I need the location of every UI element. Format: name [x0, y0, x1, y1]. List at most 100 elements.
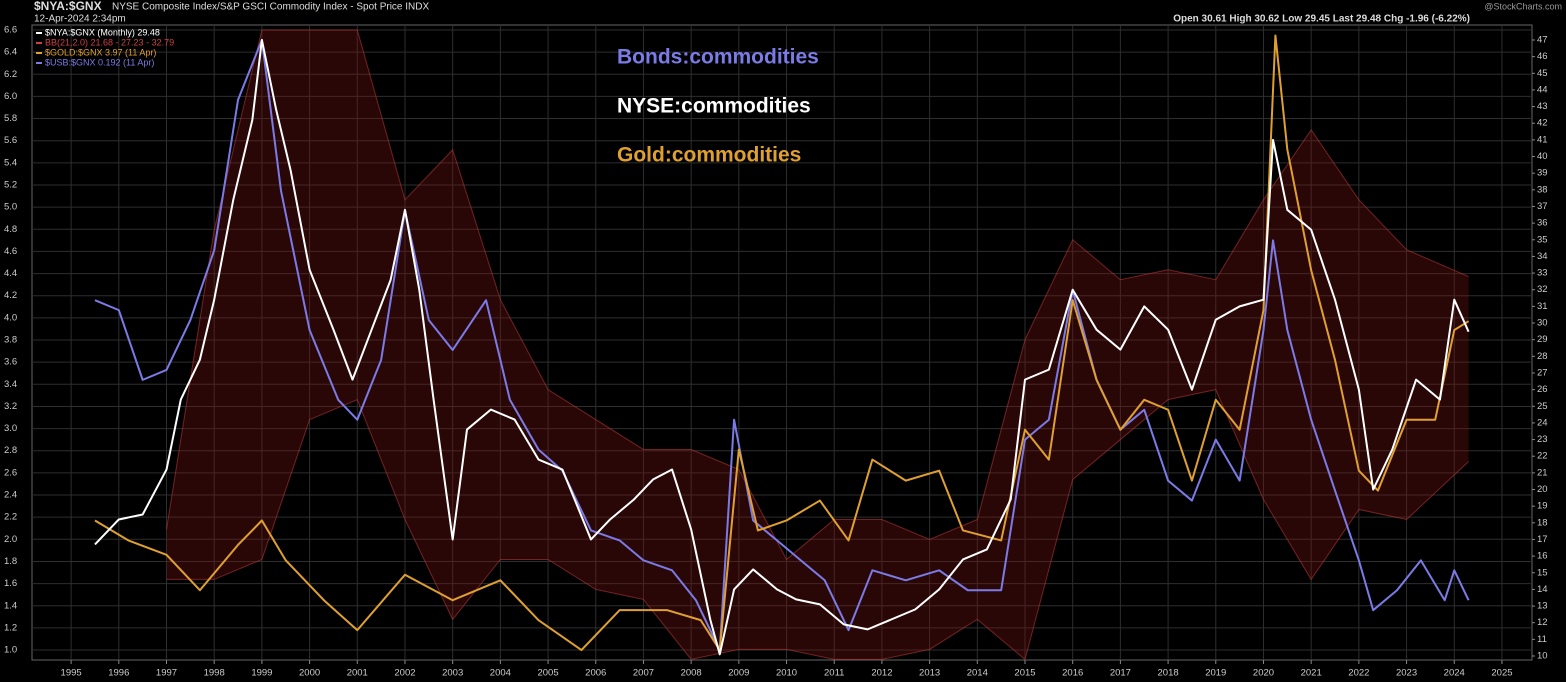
y2-tick-label: 23	[1537, 434, 1548, 445]
x-tick-label: 2008	[681, 668, 702, 679]
y2-tick-label: 21	[1537, 467, 1548, 478]
y-tick-label: 5.4	[4, 157, 17, 168]
legend-label: $NYA:$GNX (Monthly) 29.48	[45, 27, 160, 37]
y-tick-label: 3.2	[4, 401, 17, 412]
y2-tick-label: 22	[1537, 451, 1548, 462]
chart-date: 12-Apr-2024 2:34pm	[34, 14, 126, 25]
legend-label: BB(21,2.0) 21.68 - 27.23 - 32.79	[45, 37, 174, 47]
legend-label: $USB:$GNX 0.192 (11 Apr)	[45, 57, 154, 67]
y2-tick-label: 30	[1537, 318, 1548, 329]
y-tick-label: 2.0	[4, 534, 17, 545]
y-tick-label: 6.6	[4, 24, 17, 35]
y-tick-label: 3.8	[4, 335, 17, 346]
y2-tick-label: 16	[1537, 551, 1548, 562]
y2-tick-label: 42	[1537, 118, 1548, 129]
x-tick-label: 2021	[1301, 668, 1322, 679]
y2-tick-label: 20	[1537, 484, 1548, 495]
y2-tick-label: 45	[1537, 68, 1548, 79]
annotation: Bonds:commodities	[617, 46, 819, 69]
y2-tick-label: 37	[1537, 201, 1548, 212]
y2-tick-label: 34	[1537, 251, 1548, 262]
x-tick-label: 2002	[394, 668, 415, 679]
y2-tick-label: 33	[1537, 268, 1548, 279]
x-tick-label: 2023	[1396, 668, 1417, 679]
x-tick-label: 2000	[299, 668, 320, 679]
x-tick-label: 1997	[156, 668, 177, 679]
x-tick-label: 2009	[728, 668, 749, 679]
y2-tick-label: 38	[1537, 184, 1548, 195]
y2-tick-label: 41	[1537, 134, 1548, 145]
x-tick-label: 2019	[1205, 668, 1226, 679]
y2-tick-label: 19	[1537, 501, 1548, 512]
x-tick-label: 2007	[633, 668, 654, 679]
y2-tick-label: 35	[1537, 234, 1548, 245]
y2-tick-label: 25	[1537, 401, 1548, 412]
y-tick-label: 4.2	[4, 290, 17, 301]
x-tick-label: 2025	[1491, 668, 1512, 679]
y-tick-label: 6.4	[4, 47, 17, 58]
x-tick-label: 2013	[919, 668, 940, 679]
y2-tick-label: 47	[1537, 34, 1548, 45]
y2-tick-label: 18	[1537, 517, 1548, 528]
y-tick-label: 5.8	[4, 113, 17, 124]
series-line	[94, 34, 1470, 652]
legend-label: $GOLD:$GNX 3.97 (11 Apr)	[45, 47, 156, 57]
y-tick-label: 6.0	[4, 91, 17, 102]
y-tick-label: 1.6	[4, 578, 17, 589]
y-tick-label: 2.8	[4, 445, 17, 456]
y-tick-label: 4.8	[4, 224, 17, 235]
y2-tick-label: 31	[1537, 301, 1548, 312]
x-tick-label: 2001	[347, 668, 368, 679]
band-upper	[166, 29, 1469, 561]
y2-tick-label: 15	[1537, 567, 1548, 578]
y-tick-label: 1.2	[4, 622, 17, 633]
y2-tick-label: 14	[1537, 584, 1548, 595]
y-tick-label: 3.6	[4, 357, 17, 368]
series-line	[94, 38, 1470, 652]
x-tick-label: 2005	[537, 668, 558, 679]
annotation: NYSE:commodities	[617, 95, 811, 118]
chart-title: $NYA:$GNX	[34, 0, 102, 13]
y2-tick-label: 40	[1537, 151, 1548, 162]
y-tick-label: 5.6	[4, 135, 17, 146]
x-tick-label: 2004	[490, 668, 511, 679]
x-tick-label: 2012	[871, 668, 892, 679]
x-tick-label: 1998	[204, 668, 225, 679]
y-tick-label: 2.4	[4, 490, 17, 501]
y2-tick-label: 46	[1537, 51, 1548, 62]
y-tick-label: 1.4	[4, 600, 17, 611]
y2-tick-label: 17	[1537, 534, 1548, 545]
y2-tick-label: 13	[1537, 601, 1548, 612]
y2-tick-label: 26	[1537, 384, 1548, 395]
y-tick-label: 3.0	[4, 423, 17, 434]
x-tick-label: 2018	[1158, 668, 1179, 679]
source: @StockCharts.com	[1484, 1, 1562, 11]
y-tick-label: 4.0	[4, 312, 17, 323]
y-tick-label: 2.6	[4, 467, 17, 478]
y2-tick-label: 44	[1537, 84, 1548, 95]
annotation: Gold:commodities	[617, 144, 801, 167]
y-tick-label: 2.2	[4, 512, 17, 523]
x-tick-label: 2014	[967, 668, 988, 679]
y2-tick-label: 43	[1537, 101, 1548, 112]
x-tick-label: 1995	[61, 668, 82, 679]
x-tick-label: 2003	[442, 668, 463, 679]
y2-tick-label: 29	[1537, 334, 1548, 345]
x-tick-label: 2010	[776, 668, 797, 679]
y-tick-label: 1.8	[4, 556, 17, 567]
plot-frame	[31, 24, 1533, 661]
x-tick-label: 1999	[251, 668, 272, 679]
y-tick-label: 3.4	[4, 379, 17, 390]
y-tick-label: 4.4	[4, 268, 17, 279]
y2-tick-label: 24	[1537, 417, 1548, 428]
y2-tick-label: 27	[1537, 367, 1548, 378]
chart-subtitle: NYSE Composite Index/S&P GSCI Commodity …	[112, 2, 429, 13]
x-tick-label: 2006	[585, 668, 606, 679]
y2-tick-label: 11	[1537, 634, 1547, 645]
quote: Open 30.61 High 30.62 Low 29.45 Last 29.…	[1173, 14, 1470, 25]
y-tick-label: 1.0	[4, 645, 17, 656]
x-tick-label: 2017	[1110, 668, 1131, 679]
y2-tick-label: 36	[1537, 218, 1548, 229]
